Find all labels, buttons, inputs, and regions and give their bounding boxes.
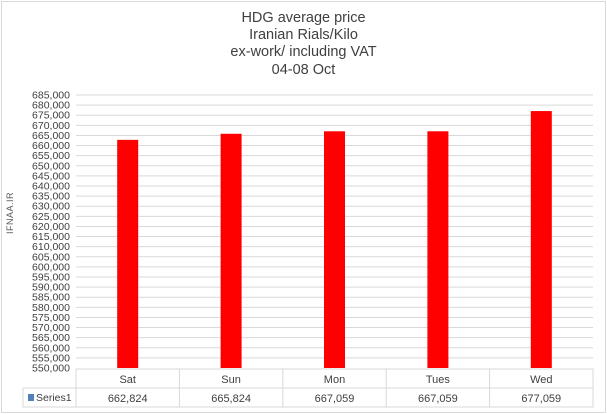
data-table-value: 667,059: [418, 393, 458, 405]
y-tick-label: 670,000: [32, 120, 70, 132]
y-tick-label: 645,000: [32, 170, 70, 182]
y-tick-label: 625,000: [32, 211, 70, 223]
y-tick-label: 575,000: [32, 312, 70, 324]
y-tick-label: 675,000: [32, 110, 70, 122]
watermark: IFNAA.IR: [5, 192, 15, 235]
chart-title-line-3: ex-work/ including VAT: [230, 44, 377, 60]
y-tick-label: 620,000: [32, 221, 70, 233]
y-tick-label: 600,000: [32, 261, 70, 273]
y-tick-label: 655,000: [32, 150, 70, 162]
y-tick-label: 635,000: [32, 191, 70, 203]
y-tick-label: 610,000: [32, 241, 70, 253]
legend-key: [28, 394, 34, 401]
data-table-value: 662,824: [108, 393, 148, 405]
y-tick-label: 570,000: [32, 322, 70, 334]
y-tick-label: 680,000: [32, 100, 70, 112]
y-tick-label: 550,000: [32, 363, 70, 375]
y-tick-label: 615,000: [32, 231, 70, 243]
y-tick-label: 685,000: [32, 90, 70, 102]
y-tick-label: 640,000: [32, 181, 70, 193]
chart-title-line-1: HDG average price: [241, 10, 366, 26]
bar-sat: [117, 139, 139, 368]
y-tick-label: 590,000: [32, 282, 70, 294]
legend-series-label: Series1: [36, 392, 72, 404]
y-tick-label: 595,000: [32, 272, 70, 284]
bar-tues: [427, 131, 449, 368]
bar-sun: [220, 133, 242, 368]
x-category-label: Mon: [324, 374, 345, 386]
x-category-label: Sat: [119, 374, 136, 386]
bar-wed: [530, 111, 552, 368]
x-category-label: Sun: [221, 374, 241, 386]
y-tick-label: 585,000: [32, 292, 70, 304]
data-table-value: 677,059: [521, 393, 561, 405]
chart-title-line-2: Iranian Rials/Kilo: [249, 27, 358, 43]
bar-mon: [324, 131, 345, 368]
data-table-value: 667,059: [315, 393, 355, 405]
x-category-label: Wed: [530, 374, 552, 386]
y-tick-label: 580,000: [32, 302, 70, 314]
x-category-label: Tues: [426, 374, 451, 386]
y-tick-label: 565,000: [32, 332, 70, 344]
data-table-value: 665,824: [211, 393, 251, 405]
y-tick-label: 555,000: [32, 352, 70, 364]
y-tick-label: 665,000: [32, 130, 70, 142]
y-tick-label: 605,000: [32, 251, 70, 263]
y-tick-label: 660,000: [32, 140, 70, 152]
y-tick-label: 560,000: [32, 342, 70, 354]
y-tick-label: 630,000: [32, 201, 70, 213]
chart-title-line-4: 04-08 Oct: [271, 62, 336, 78]
y-tick-label: 650,000: [32, 160, 70, 172]
